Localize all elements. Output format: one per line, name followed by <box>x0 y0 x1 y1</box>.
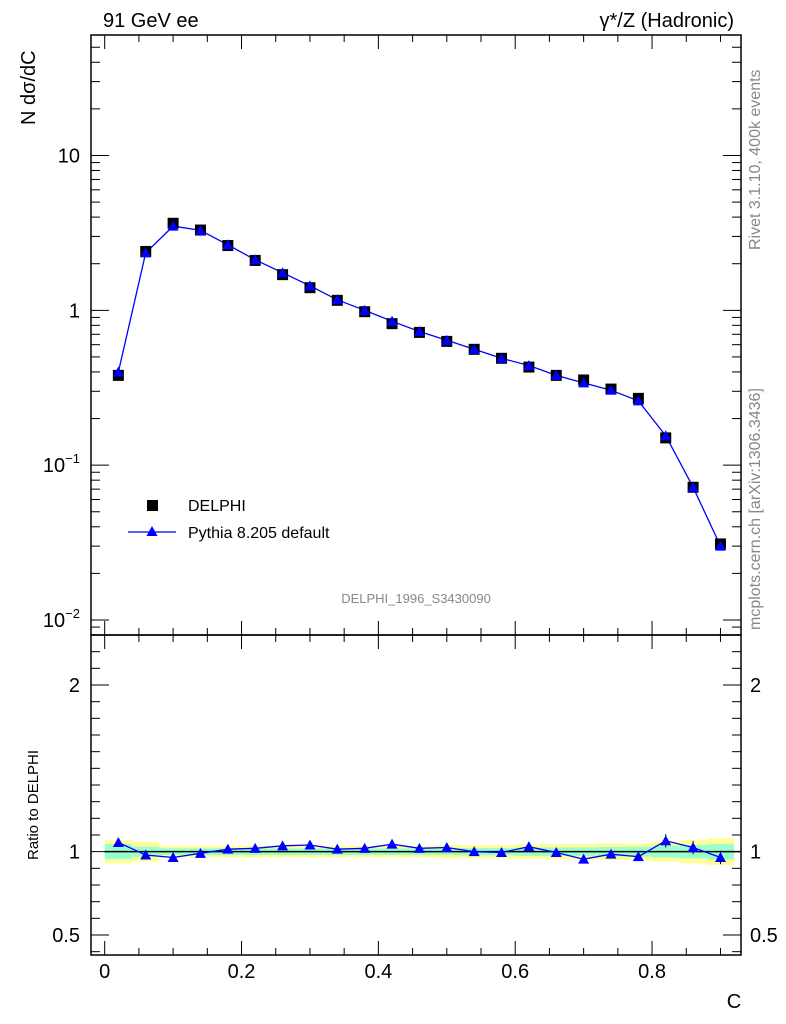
ratio-data-point <box>167 852 179 862</box>
pythia-data-point <box>714 540 726 551</box>
ratio-plot-panel: 0.5 0.51 12 20 0.2 0.4 0.6 0.8 Ratio to DELPHI … <box>25 634 778 1013</box>
main-y-tick-label-exponent: −2 <box>65 606 80 621</box>
pythia-data-point <box>331 294 343 305</box>
ratio-data-point <box>413 842 425 853</box>
analysis-id-label: DELPHI_1996_S3430090 <box>341 591 491 606</box>
ratio-data-point <box>249 842 261 853</box>
pythia-data-point <box>578 377 590 388</box>
pythia-data-point <box>468 343 480 354</box>
ratio-data-point <box>331 843 343 854</box>
ratio-data-point <box>605 848 617 859</box>
ratio-data-point <box>468 846 480 857</box>
ratio-data-point <box>359 842 371 853</box>
x-tick-label: 0.6 <box>501 961 529 983</box>
pythia-data-point <box>687 481 699 492</box>
ratio-y-tick-label-left: 1 <box>69 842 80 864</box>
ratio-y-tick-label-right: 2 <box>750 675 761 697</box>
x-tick-label: 0.8 <box>638 961 666 983</box>
header-right-label: γ*/Z (Hadronic) <box>600 10 734 32</box>
pythia-data-point <box>605 384 617 395</box>
pythia-data-point <box>632 395 644 406</box>
ratio-y-tick-label-left: 0.5 <box>52 925 80 947</box>
ratio-data-point <box>140 849 152 860</box>
pythia-data-point <box>441 334 453 345</box>
pythia-data-point <box>194 224 206 235</box>
main-y-axis-label: N dσ/dC <box>18 50 40 125</box>
x-axis-label: C <box>727 991 741 1013</box>
legend-delphi-label: DELPHI <box>188 498 246 515</box>
legend-pythia-label: Pythia 8.205 default <box>188 525 330 542</box>
ratio-data-point <box>496 847 508 857</box>
ratio-data-point <box>441 842 453 852</box>
main-y-tick-label-base: 1 <box>69 300 80 322</box>
x-tick-label: 0.2 <box>228 961 256 983</box>
ratio-data-point <box>660 835 672 846</box>
pythia-data-point <box>359 304 371 315</box>
legend-pythia-marker <box>146 526 158 536</box>
ratio-data-point <box>112 837 124 847</box>
pythia-data-point <box>140 247 152 258</box>
ratio-data-point <box>523 841 535 852</box>
pythia-data-point <box>112 366 124 377</box>
main-y-tick-label-base: 10 <box>58 145 80 167</box>
main-y-tick-label: 10−1 <box>43 451 80 477</box>
pythia-data-point <box>523 360 535 371</box>
main-y-tick-label-base: 10 <box>43 455 65 477</box>
main-y-tick-label-base: 10 <box>43 610 65 632</box>
main-y-tick-label-exponent: −1 <box>65 451 80 466</box>
pythia-data-point <box>660 430 672 441</box>
ratio-data-point <box>550 847 562 857</box>
ratio-data-point <box>578 853 590 864</box>
pythia-data-point <box>496 352 508 363</box>
ratio-y-tick-label-left: 2 <box>69 675 80 697</box>
ratio-data-point <box>194 847 206 858</box>
main-y-tick-label: 10 <box>58 145 80 167</box>
pythia-data-point <box>550 369 562 380</box>
ratio-data-point <box>714 852 726 862</box>
ratio-y-axis-label: Ratio to DELPHI <box>25 750 42 860</box>
header-left-label: 91 GeV ee <box>103 10 199 32</box>
ratio-data-point <box>386 838 398 849</box>
pythia-data-point <box>167 220 179 231</box>
main-y-tick-label: 10−2 <box>43 606 80 632</box>
ratio-y-tick-label-right: 0.5 <box>750 925 778 947</box>
ratio-y-tick-label-right: 1 <box>750 842 761 864</box>
x-tick-label: 0.4 <box>364 961 392 983</box>
ratio-data-point <box>277 840 289 851</box>
pythia-data-point <box>222 239 234 250</box>
pythia-data-point <box>249 254 261 265</box>
legend-delphi-marker <box>147 500 158 511</box>
rivet-version-label: Rivet 3.1.10, 400k events <box>747 69 764 250</box>
mcplots-label: mcplots.cern.ch [arXiv:1306.3436] <box>747 388 764 630</box>
ratio-data-point <box>632 851 644 862</box>
pythia-data-point <box>277 267 289 278</box>
x-tick-label: 0 <box>99 961 110 983</box>
ratio-data-point <box>687 842 699 852</box>
pythia-data-point <box>413 325 425 336</box>
pythia-data-point <box>386 315 398 326</box>
legend: DELPHI Pythia 8.205 default <box>128 498 330 542</box>
ratio-data-point <box>222 843 234 854</box>
pythia-data-point <box>304 280 316 291</box>
main-y-tick-label: 1 <box>69 300 80 322</box>
ratio-plot-frame <box>90 634 742 956</box>
ratio-data-point <box>304 839 316 850</box>
